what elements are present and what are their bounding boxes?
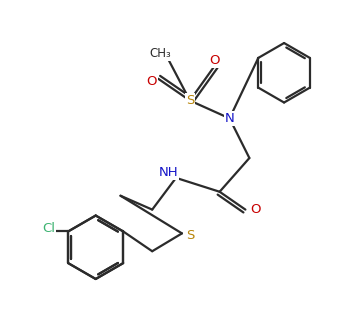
Text: S: S [186,94,194,107]
Text: NH: NH [158,166,178,179]
Text: Cl: Cl [42,222,55,235]
Text: O: O [146,75,156,88]
Text: CH₃: CH₃ [149,48,171,60]
Text: N: N [225,112,234,125]
Text: S: S [186,229,194,242]
Text: O: O [250,203,261,216]
Text: O: O [209,54,220,67]
